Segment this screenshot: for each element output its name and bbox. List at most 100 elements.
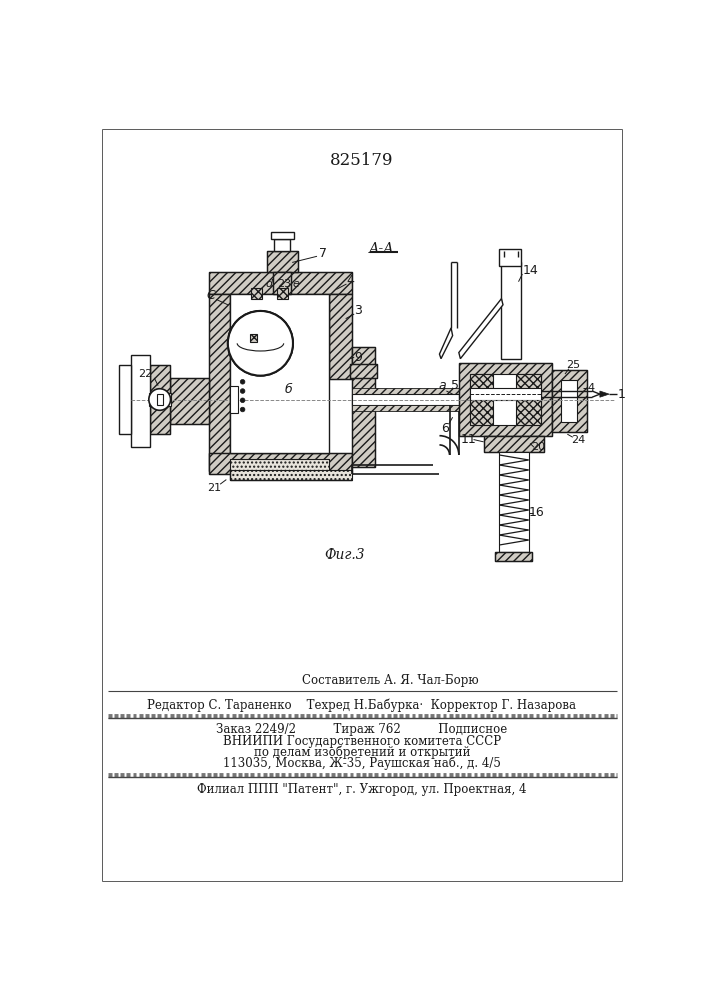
Bar — [501, 262, 521, 359]
Text: 4: 4 — [346, 274, 354, 287]
Text: 23: 23 — [277, 279, 291, 289]
Bar — [230, 294, 329, 317]
Bar — [230, 470, 352, 480]
Bar — [271, 232, 293, 239]
Bar — [552, 370, 587, 432]
Bar — [469, 374, 541, 425]
Text: 11: 11 — [460, 433, 476, 446]
Text: по делам изобретений и открытий: по делам изобретений и открытий — [254, 745, 470, 759]
Bar — [484, 436, 544, 452]
Text: 3: 3 — [354, 304, 362, 317]
Bar — [151, 365, 170, 434]
Circle shape — [228, 311, 293, 376]
Bar — [469, 388, 541, 400]
Polygon shape — [600, 391, 609, 397]
Bar — [495, 552, 532, 561]
Text: 5: 5 — [451, 379, 459, 392]
Bar — [499, 452, 529, 552]
Bar — [156, 394, 163, 405]
Bar — [469, 374, 493, 397]
Bar — [151, 365, 170, 434]
Bar — [552, 370, 587, 432]
Bar — [209, 294, 230, 471]
Bar — [230, 459, 329, 474]
Bar — [329, 294, 352, 379]
Circle shape — [240, 379, 245, 384]
Bar — [329, 294, 352, 379]
Text: 6: 6 — [441, 422, 449, 434]
Polygon shape — [149, 393, 170, 406]
Text: 24: 24 — [571, 435, 585, 445]
Bar — [267, 251, 298, 272]
Bar — [516, 374, 541, 397]
Text: 9: 9 — [354, 351, 362, 364]
Bar — [274, 239, 290, 251]
Bar — [459, 363, 552, 436]
Text: Фиг.3: Фиг.3 — [324, 548, 364, 562]
Bar — [484, 436, 544, 452]
Text: 4: 4 — [587, 383, 594, 393]
Bar — [277, 288, 288, 299]
Bar — [209, 272, 352, 294]
Text: 113035, Москва, Ж-35, Раушская наб., д. 4/5: 113035, Москва, Ж-35, Раушская наб., д. … — [223, 756, 501, 770]
Text: d: d — [265, 279, 272, 289]
Bar — [170, 378, 209, 424]
Text: C: C — [206, 289, 215, 302]
Bar — [352, 394, 464, 405]
Bar — [351, 364, 377, 378]
Bar — [251, 288, 262, 299]
Bar — [273, 272, 291, 294]
Text: 14: 14 — [522, 264, 538, 277]
Bar — [352, 347, 375, 466]
Circle shape — [240, 389, 245, 393]
Bar — [351, 364, 377, 378]
Text: Заказ 2249/2          Тираж 762          Подписное: Заказ 2249/2 Тираж 762 Подписное — [216, 723, 508, 736]
Bar — [230, 386, 238, 413]
Bar — [273, 272, 291, 294]
Bar — [209, 294, 230, 471]
Text: Филиал ППП "Патент", г. Ужгород, ул. Проектная, 4: Филиал ППП "Патент", г. Ужгород, ул. Про… — [197, 783, 527, 796]
Text: 20: 20 — [531, 442, 545, 452]
Bar — [230, 459, 329, 474]
Circle shape — [149, 389, 170, 410]
Bar — [250, 334, 257, 342]
Bar — [499, 249, 521, 266]
Text: 21: 21 — [207, 483, 221, 493]
Bar — [516, 397, 541, 425]
Circle shape — [240, 398, 245, 403]
Bar — [459, 363, 552, 436]
Bar — [495, 552, 532, 561]
Text: Составитель А. Я. Чал-Борю: Составитель А. Я. Чал-Борю — [303, 674, 479, 687]
Text: ВНИИПИ Государственного комитета СССР: ВНИИПИ Государственного комитета СССР — [223, 735, 501, 748]
Bar — [267, 251, 298, 272]
Bar — [119, 365, 131, 434]
Text: Редактор С. Тараненко    Техред Н.Бабурка·  Корректор Г. Назарова: Редактор С. Тараненко Техред Н.Бабурка· … — [148, 698, 576, 712]
Bar — [504, 257, 518, 263]
Polygon shape — [440, 328, 452, 359]
Text: б: б — [284, 383, 292, 396]
Bar — [561, 380, 577, 422]
Bar — [209, 272, 352, 294]
Bar — [230, 294, 329, 453]
Text: 7: 7 — [319, 247, 327, 260]
Bar — [230, 470, 352, 480]
Circle shape — [240, 407, 245, 412]
Bar — [469, 397, 493, 425]
Bar — [209, 453, 352, 474]
Polygon shape — [459, 299, 503, 359]
Bar — [170, 378, 209, 424]
Text: a: a — [439, 379, 446, 392]
Bar — [352, 388, 464, 394]
Text: 25: 25 — [566, 360, 580, 370]
Text: А-А: А-А — [368, 242, 395, 256]
Bar — [352, 347, 375, 466]
Text: 1: 1 — [618, 388, 626, 401]
Text: e: e — [293, 279, 300, 289]
Bar — [352, 405, 464, 411]
Text: 825179: 825179 — [330, 152, 394, 169]
Bar — [230, 294, 329, 317]
Bar — [131, 355, 151, 447]
Text: 22: 22 — [138, 369, 152, 379]
Text: 16: 16 — [528, 506, 544, 519]
Bar — [209, 453, 352, 474]
